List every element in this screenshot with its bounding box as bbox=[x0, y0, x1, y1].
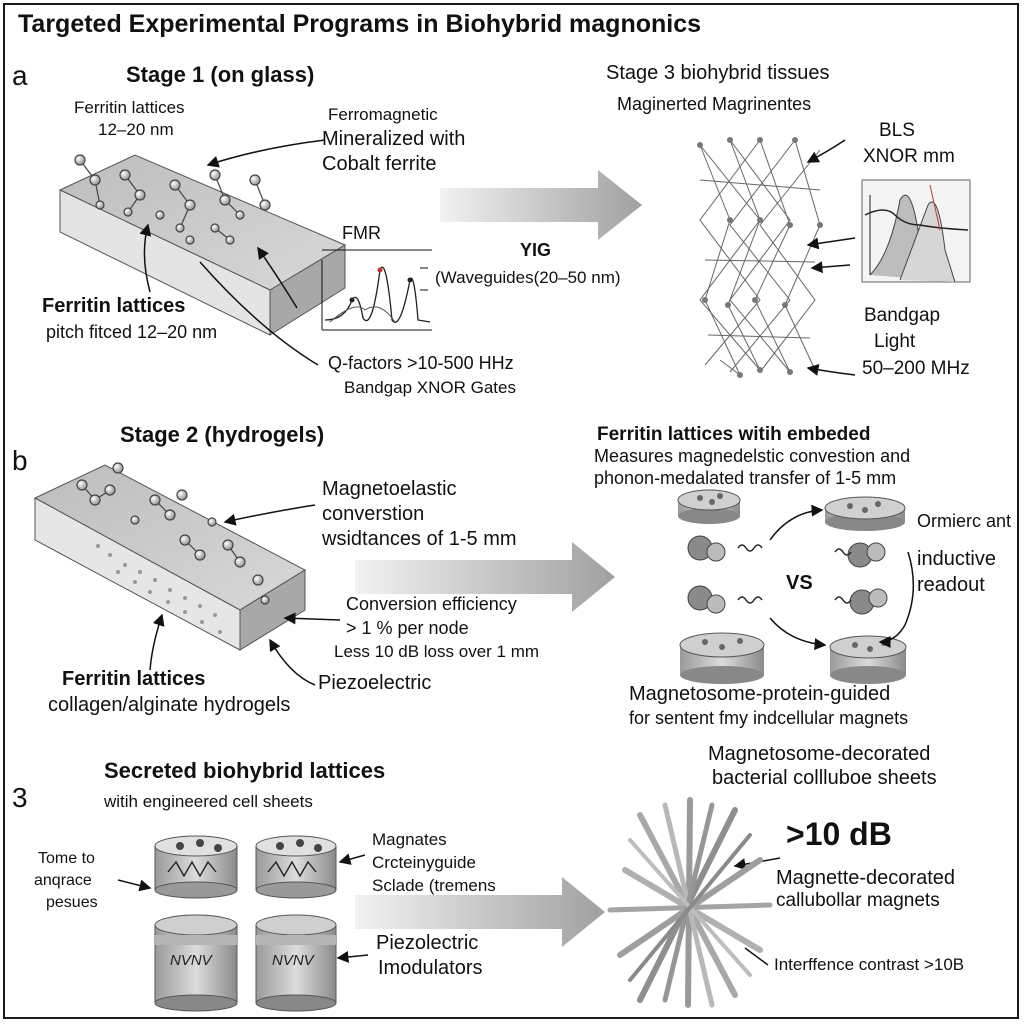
ferritin-label-bold-b: Ferritin lattices bbox=[62, 668, 206, 690]
stage3-subtitle: Maginerted Magrinentes bbox=[617, 94, 812, 114]
xnor-mm-label: XNOR mm bbox=[863, 146, 955, 167]
disc-top-left bbox=[677, 489, 741, 524]
leaders-b-right bbox=[769, 504, 915, 651]
right-line-2: Measures magnedelstic convestion and bbox=[594, 446, 911, 466]
magnetoelastic-3: wsidtances of 1-5 mm bbox=[322, 528, 517, 550]
panel-a-label: a bbox=[12, 60, 28, 91]
mag-sheets-1: Magnetosome-decorated bbox=[708, 743, 931, 765]
modulator-can-1 bbox=[154, 914, 238, 1012]
leaders-a-right bbox=[806, 139, 856, 376]
bls-plot bbox=[861, 179, 971, 283]
ferritin-clusters-b bbox=[76, 462, 270, 605]
flow-arrow-a bbox=[440, 170, 642, 240]
ferritin-label-top: Ferritin lattices bbox=[74, 98, 185, 117]
collagen-label: collagen/alginate hydrogels bbox=[48, 694, 291, 716]
stage1-slab bbox=[58, 154, 347, 336]
ferro-label-2: Mineralized with bbox=[322, 128, 466, 150]
ferro-label-3: Cobalt ferrite bbox=[322, 153, 437, 175]
magnates-1: Magnates bbox=[372, 830, 447, 849]
conversion-efficiency: Conversion efficiency bbox=[346, 594, 517, 614]
inductive-1: inductive bbox=[917, 548, 996, 570]
right-line-3: phonon-medalated transfer of 1-5 mm bbox=[594, 468, 897, 488]
panel-3-label: 3 bbox=[12, 782, 28, 813]
waveguides-label: (Waveguides(20–50 nm) bbox=[435, 268, 621, 287]
stage3-title: Stage 3 biohybrid tissues bbox=[606, 62, 830, 84]
fmr-label: FMR bbox=[342, 223, 381, 243]
ferritin-range-top: 12–20 nm bbox=[98, 120, 174, 139]
can-1-text: NVNV bbox=[170, 952, 212, 969]
inductive-2: readout bbox=[917, 574, 985, 596]
right-title-b-text: Ferritin lattices witih embeded bbox=[597, 424, 871, 445]
tome-label-1: Tome to bbox=[38, 850, 95, 867]
magnetosome-caption-1: Magnetosome-protein-guided bbox=[629, 683, 891, 705]
ferritin-label-bold-a: Ferritin lattices bbox=[42, 295, 186, 317]
leaders-b bbox=[149, 504, 341, 686]
magnates-3: Sclade (tremens bbox=[372, 876, 496, 895]
tome-label-2: anqrace bbox=[34, 872, 92, 889]
needle-burst bbox=[607, 797, 773, 1008]
disc-bottom-right bbox=[829, 635, 907, 684]
stage2-slab bbox=[33, 464, 307, 651]
interference-label: Interffence contrast >10B bbox=[774, 955, 965, 974]
modulator-can-2 bbox=[255, 914, 337, 1012]
right-title-b: Ferritin lattices witih embeded bbox=[597, 424, 870, 446]
lattice-tissue bbox=[699, 139, 821, 376]
magnetoelastic-1: Magnetoelastic bbox=[322, 478, 457, 500]
figure-frame bbox=[3, 3, 1019, 1019]
leaders-a bbox=[139, 139, 326, 366]
mag-sheets-2: bacterial collluboe sheets bbox=[712, 767, 937, 789]
squiggles bbox=[737, 544, 852, 604]
can-2-text: NVNV bbox=[272, 952, 314, 969]
flow-arrow-b bbox=[355, 542, 615, 612]
bandgap-label: Bandgap bbox=[864, 305, 941, 326]
pitch-label: pitch fitced 12–20 nm bbox=[46, 322, 218, 342]
fmr-plot bbox=[321, 249, 432, 331]
piezo-mod-1: Piezolectric bbox=[376, 932, 479, 954]
ferro-label-1: Ferromagnetic bbox=[328, 105, 438, 124]
per-node: > 1 % per node bbox=[346, 618, 469, 638]
vs-label: VS bbox=[786, 572, 813, 594]
tome-label-3: pesues bbox=[46, 894, 98, 911]
less-loss: Less 10 dB loss over 1 mm bbox=[334, 642, 540, 661]
magnates-2: Crcteinyguide bbox=[372, 853, 476, 872]
orm-label: Ormierc ant bbox=[917, 511, 1012, 531]
disc-top-right bbox=[824, 496, 906, 531]
secreted-subtitle: witih engineered cell sheets bbox=[104, 792, 313, 811]
lattice-nodes bbox=[697, 137, 823, 378]
light-label: Light bbox=[874, 331, 916, 352]
piezoelectric-label: Piezoelectric bbox=[318, 672, 432, 694]
db-label: >10 dB bbox=[786, 816, 892, 852]
panel-b-label: b bbox=[12, 445, 28, 476]
flow-arrow-3 bbox=[355, 877, 605, 947]
figure-title: Targeted Experimental Programs in Biohyb… bbox=[18, 10, 702, 38]
secreted-title: Secreted biohybrid lattices bbox=[104, 758, 386, 783]
bandgap-xnor-label: Bandgap XNOR Gates bbox=[344, 378, 516, 397]
cell-cup-2 bbox=[255, 835, 337, 899]
bls-label: BLS bbox=[879, 120, 915, 141]
yig-label: YIG bbox=[520, 240, 552, 260]
stage2-title: Stage 2 (hydrogels) bbox=[120, 422, 325, 447]
protein-blobs bbox=[687, 535, 888, 615]
ferritin-clusters-a bbox=[74, 154, 271, 245]
hydrogel-dots bbox=[96, 544, 222, 634]
disc-bottom-left bbox=[679, 632, 765, 684]
stage1-title: Stage 1 (on glass) bbox=[126, 62, 315, 87]
cell-cup-1 bbox=[154, 835, 238, 899]
qfactors-label: Q-factors >10-500 HHz bbox=[328, 353, 514, 373]
mhz-label: 50–200 MHz bbox=[862, 358, 970, 379]
magnette-1: Magnette-decorated bbox=[776, 867, 956, 889]
magnetosome-caption-2: for sentent fmy indcellular magnets bbox=[629, 708, 909, 728]
magnette-2: callubollar magnets bbox=[776, 890, 940, 911]
magnetoelastic-2: converstion bbox=[322, 503, 425, 525]
piezo-mod-2: Imodulators bbox=[378, 957, 483, 979]
